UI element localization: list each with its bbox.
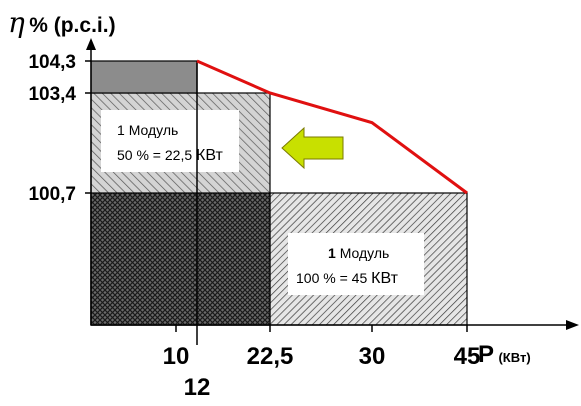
- region-overlap: [90, 192, 271, 326]
- x-axis-arrow-icon: [566, 320, 579, 330]
- y-tick-label-2: 100,7: [28, 184, 76, 205]
- x-axis-unit: P (КВт): [478, 341, 531, 368]
- annotation-half-load-line2: 50 % = 22,5 КВт: [117, 147, 223, 164]
- annotation-full-load-line2: 100 % = 45 КВт: [296, 270, 399, 287]
- left-arrow-icon: [281, 126, 344, 170]
- annotation-full-load-box: [288, 233, 424, 295]
- annotation-half-load-line1: 1 Модуль: [117, 122, 178, 138]
- annotation-half-load-box: [101, 110, 239, 172]
- x-tick-label-1: 12: [184, 374, 211, 401]
- y-axis-title: η % (p.c.i.): [8, 6, 116, 39]
- efficiency-curve: [196, 59, 468, 195]
- x-tick-label-2: 22,5: [247, 343, 294, 370]
- x-tick-label-4: 45: [454, 343, 481, 370]
- y-axis-arrow-icon: [86, 38, 96, 50]
- region-top: [90, 60, 198, 94]
- x-tick-label-0: 10: [163, 343, 190, 370]
- y-tick-label-0: 104,3: [28, 52, 76, 73]
- annotation-full-load: 1 Модуль 100 % = 45 КВт: [288, 233, 424, 295]
- annotation-full-load-line1: 1 Модуль: [328, 245, 389, 261]
- annotation-half-load: 1 Модуль 50 % = 22,5 КВт: [101, 110, 239, 172]
- y-tick-label-1: 103,4: [28, 84, 76, 105]
- x-tick-label-3: 30: [359, 343, 386, 370]
